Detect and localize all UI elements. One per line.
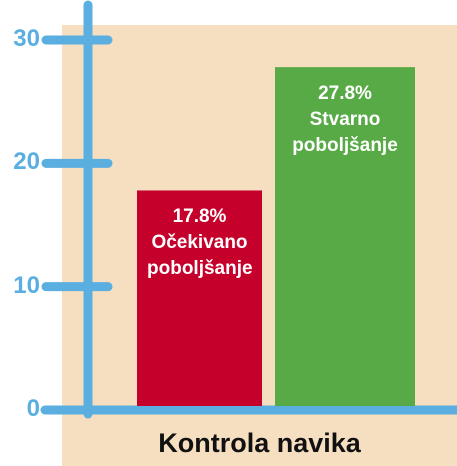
value-label: 17.8% [172, 206, 227, 228]
y-tick-label: 20 [13, 148, 40, 176]
bar-label: Očekivano poboljšanje [147, 232, 253, 280]
x-axis-label: Kontrola navika [158, 428, 361, 458]
value-label: 27.8% [318, 83, 372, 105]
bar-label: Stvarno poboljšanje [292, 109, 398, 157]
bar [137, 190, 262, 406]
bar [275, 67, 415, 406]
y-tick-label: 0 [26, 395, 40, 422]
y-tick-label: 30 [13, 25, 40, 52]
y-tick-label: 10 [13, 271, 40, 299]
